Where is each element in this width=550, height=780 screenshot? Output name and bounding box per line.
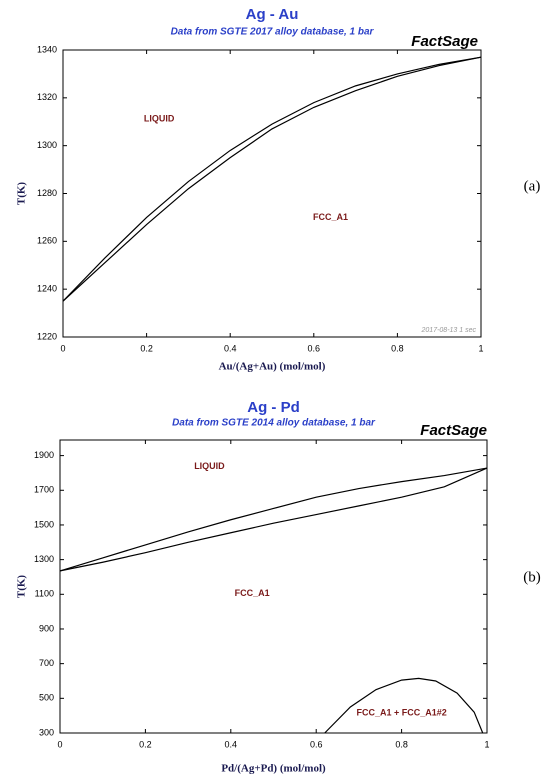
- x-tick-label: 0.6: [308, 343, 321, 353]
- y-tick-label: 700: [39, 658, 54, 668]
- x-tick-label: 0.8: [395, 739, 408, 749]
- chart-subtitle: Data from SGTE 2014 alloy database, 1 ba…: [172, 418, 376, 429]
- region-label: LIQUID: [194, 461, 225, 471]
- chart-subtitle: Data from SGTE 2017 alloy database, 1 ba…: [171, 27, 375, 38]
- y-tick-label: 1700: [34, 485, 54, 495]
- x-tick-label: 0.2: [139, 739, 152, 749]
- y-tick-label: 500: [39, 693, 54, 703]
- phase-boundary: [324, 677, 484, 734]
- y-axis-label: T(K): [16, 575, 28, 599]
- phase-boundary: [59, 467, 488, 572]
- x-tick-label: 0.4: [224, 343, 237, 353]
- plot-frame: [59, 439, 488, 734]
- phase-boundary: [62, 56, 482, 302]
- chart-title: Ag - Au: [246, 6, 299, 23]
- y-tick-label: 1500: [34, 519, 54, 529]
- y-tick-label: 300: [39, 727, 54, 737]
- y-tick-label: 1340: [37, 44, 57, 54]
- region-label: FCC_A1 + FCC_A1#2: [356, 707, 446, 717]
- phase-boundary: [62, 56, 482, 302]
- y-tick-label: 1240: [37, 284, 57, 294]
- x-tick-label: 0: [57, 739, 62, 749]
- x-tick-label: 0.4: [225, 739, 238, 749]
- x-tick-label: 0: [60, 343, 65, 353]
- x-tick-label: 1: [484, 739, 489, 749]
- y-tick-label: 1220: [37, 331, 57, 341]
- footnote: 2017-08-13 1 sec: [421, 327, 477, 334]
- x-tick-label: 0.2: [140, 343, 153, 353]
- region-label: FCC_A1: [235, 588, 270, 598]
- chart-title: Ag - Pd: [247, 399, 300, 416]
- y-tick-label: 1260: [37, 236, 57, 246]
- y-tick-label: 1280: [37, 188, 57, 198]
- y-tick-label: 1300: [34, 554, 54, 564]
- region-label: FCC_A1: [313, 212, 348, 222]
- x-tick-label: 1: [478, 343, 483, 353]
- y-tick-label: 1900: [34, 450, 54, 460]
- y-axis-label: T(K): [16, 182, 28, 206]
- x-axis-label: Pd/(Ag+Pd) (mol/mol): [221, 763, 326, 775]
- x-axis-label: Au/(Ag+Au) (mol/mol): [219, 361, 326, 373]
- y-tick-label: 1300: [37, 140, 57, 150]
- y-tick-label: 900: [39, 623, 54, 633]
- x-tick-label: 0.8: [391, 343, 404, 353]
- brand: FactSage: [411, 33, 478, 50]
- plot-frame: [62, 49, 482, 338]
- y-tick-label: 1100: [35, 589, 54, 599]
- x-tick-label: 0.6: [310, 739, 323, 749]
- panel-label: (a): [524, 178, 541, 194]
- y-tick-label: 1320: [37, 92, 57, 102]
- panel-label: (b): [523, 569, 541, 585]
- phase-boundary: [59, 467, 488, 572]
- brand: FactSage: [420, 422, 487, 439]
- region-label: LIQUID: [144, 114, 175, 124]
